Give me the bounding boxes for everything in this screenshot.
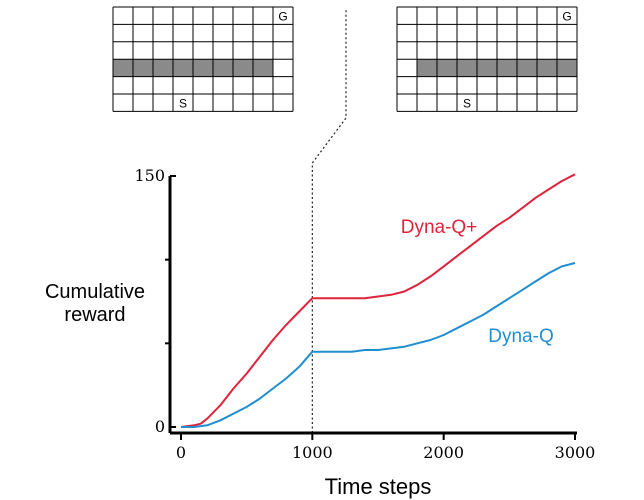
x-tick-label: 2000 bbox=[423, 443, 464, 462]
y-ticks: 0 150 bbox=[134, 166, 176, 436]
maze-after-start-label: S bbox=[463, 96, 471, 110]
maze-before-goal-label: G bbox=[278, 9, 287, 23]
y-axis-label-line-2: reward bbox=[64, 304, 125, 326]
series-label-dyna-q-plus: Dyna-Q+ bbox=[401, 217, 478, 238]
series-line-dyna-q-plus bbox=[180, 173, 576, 428]
x-tick-label: 0 bbox=[176, 443, 186, 462]
y-tick-label: 150 bbox=[134, 166, 165, 185]
x-tick-label: 3000 bbox=[555, 443, 596, 462]
series-layer bbox=[180, 173, 576, 428]
y-tick-label: 0 bbox=[155, 417, 165, 436]
x-axis-label: Time steps bbox=[325, 474, 432, 499]
series-label-dyna-q: Dyna-Q bbox=[488, 326, 553, 347]
maze-before-start-label: S bbox=[179, 96, 187, 110]
x-ticks: 0 1000 2000 3000 bbox=[176, 433, 595, 462]
series-line-dyna-q bbox=[181, 262, 576, 428]
y-axis-label-line-1: Cumulative bbox=[45, 281, 145, 303]
maze-after-goal-label: G bbox=[562, 9, 571, 23]
maze-after: G S bbox=[396, 6, 578, 112]
maze-before: G S bbox=[112, 6, 294, 112]
x-tick-label: 1000 bbox=[292, 443, 333, 462]
event-connector-line bbox=[311, 10, 347, 433]
